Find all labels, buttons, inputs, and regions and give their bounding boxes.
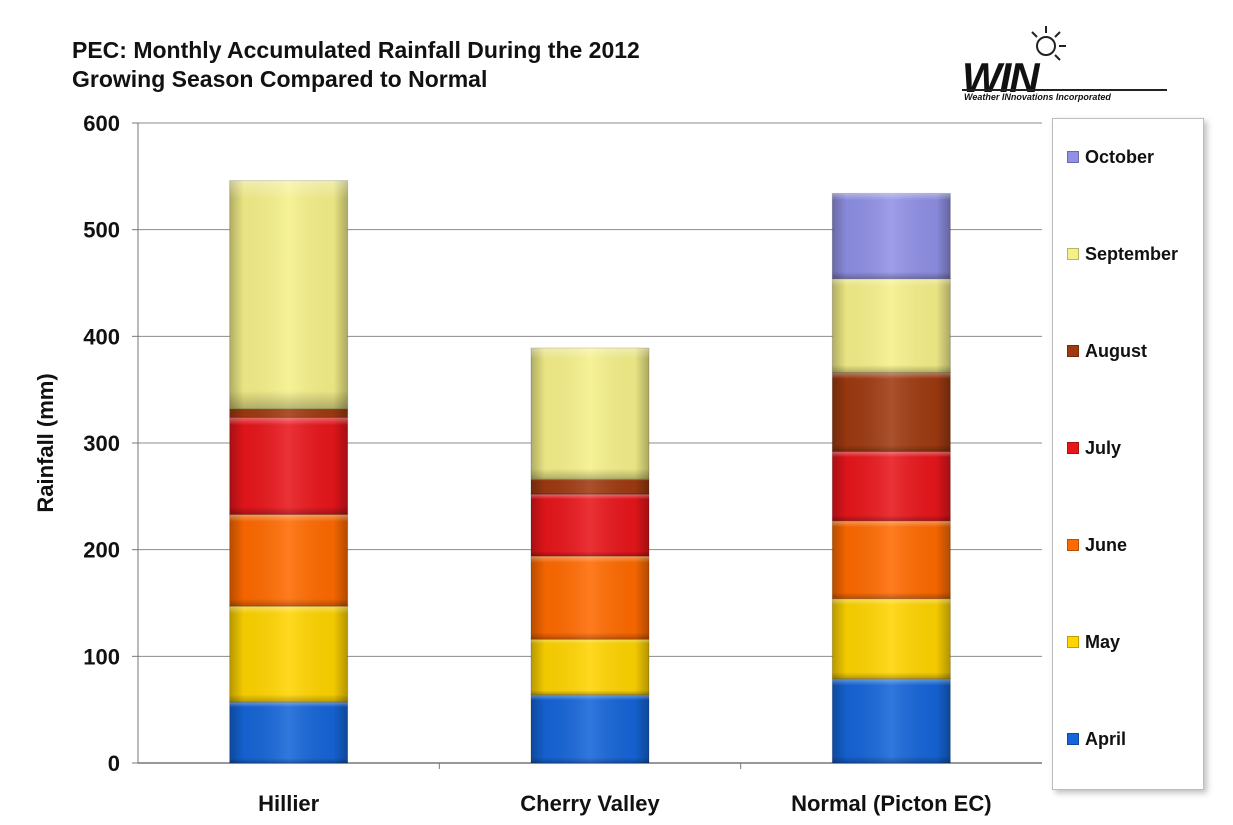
legend-item-april: April xyxy=(1067,728,1126,750)
bar-segment-july xyxy=(831,451,951,522)
bar-segment-may xyxy=(831,598,951,680)
bar-segment-june-bevel xyxy=(531,556,649,640)
bar-segment-may xyxy=(229,605,349,703)
legend-label: July xyxy=(1085,437,1122,458)
bar-segment-september xyxy=(229,180,349,410)
bar-segment-april-bevel xyxy=(531,694,649,763)
legend-label: June xyxy=(1085,534,1128,555)
bar-segment-may-bevel xyxy=(229,606,348,703)
x-category-label: Hillier xyxy=(258,791,320,816)
bar-segment-april xyxy=(831,678,951,764)
legend-label: May xyxy=(1085,631,1121,652)
bar-segment-april xyxy=(229,701,349,764)
bar-segment-september-bevel xyxy=(531,348,649,480)
bar-segment-april-bevel xyxy=(229,702,348,763)
y-tick-label: 100 xyxy=(83,644,120,669)
legend-label: September xyxy=(1085,243,1179,264)
legend-swatch xyxy=(1067,442,1079,454)
legend-swatch xyxy=(1067,345,1079,357)
bars xyxy=(229,180,951,764)
bar-segment-september xyxy=(831,278,951,374)
legend-label: April xyxy=(1085,728,1127,749)
legend-swatch xyxy=(1067,539,1079,551)
bar-segment-june xyxy=(229,513,349,607)
win-logo: WIN Weather INnovations Incorporated xyxy=(962,22,1167,102)
y-tick-label: 600 xyxy=(83,111,120,136)
legend-item-october: October xyxy=(1067,146,1154,168)
logo-tagline: Weather INnovations Incorporated xyxy=(964,92,1111,102)
bar-segment-june xyxy=(831,520,951,600)
bar-segment-july-bevel xyxy=(229,417,348,515)
bar-segment-august xyxy=(530,478,650,495)
y-tick-label: 400 xyxy=(83,324,120,349)
bar-segment-september xyxy=(530,347,650,480)
bar-segment-july xyxy=(229,416,349,515)
y-tick-label: 200 xyxy=(83,538,120,563)
bar-segment-june-bevel xyxy=(229,514,348,607)
bar-segment-august-bevel xyxy=(832,372,951,452)
legend-swatch xyxy=(1067,636,1079,648)
legend-label: August xyxy=(1085,340,1147,361)
legend-swatch xyxy=(1067,151,1079,163)
y-tick-label: 300 xyxy=(83,431,120,456)
legend-item-august: August xyxy=(1067,340,1147,362)
sun-icon xyxy=(1031,26,1066,61)
legend-label: October xyxy=(1085,146,1155,167)
logo-wordmark: WIN xyxy=(962,54,1040,101)
bar-segment-may-bevel xyxy=(531,639,649,695)
legend-item-june: June xyxy=(1067,534,1127,556)
x-category-label: Cherry Valley xyxy=(520,791,660,816)
chart-legend: October September August July June May April xyxy=(1052,118,1204,790)
y-tick-label: 500 xyxy=(83,218,120,243)
bar-segment-august xyxy=(831,372,951,453)
y-axis-title: Rainfall (mm) xyxy=(33,373,58,512)
bar-segment-june xyxy=(530,555,650,640)
bar-segment-august-bevel xyxy=(531,479,649,495)
legend-item-september: September xyxy=(1067,243,1178,265)
bar-segment-september-bevel xyxy=(229,180,348,409)
x-category-label: Normal (Picton EC) xyxy=(791,791,991,816)
legend-swatch xyxy=(1067,733,1079,745)
bar-segment-april-bevel xyxy=(832,678,951,763)
legend-swatch xyxy=(1067,248,1079,260)
bar-segment-may-bevel xyxy=(832,598,951,679)
axis-labels: 0 100 200 300 400 500 600 Rainfall (mm) Hillier C… xyxy=(33,111,992,816)
bar-segment-august-bevel xyxy=(229,408,348,418)
bar-segment-june-bevel xyxy=(832,520,951,599)
bar-segment-april xyxy=(530,694,650,764)
y-tick-label: 0 xyxy=(108,751,120,776)
bar-segment-august xyxy=(229,408,349,418)
bar-segment-october xyxy=(831,192,951,280)
bar-segment-july-bevel xyxy=(531,494,649,557)
legend-item-july: July xyxy=(1067,437,1121,459)
bar-segment-july-bevel xyxy=(832,451,951,521)
bar-segment-october-bevel xyxy=(832,193,951,279)
bar-segment-may xyxy=(530,638,650,696)
bar-segment-september-bevel xyxy=(832,278,951,373)
legend-item-may: May xyxy=(1067,631,1120,653)
chart-title: PEC: Monthly Accumulated Rainfall During… xyxy=(72,37,640,92)
logo-divider xyxy=(962,89,1167,91)
bar-segment-july xyxy=(530,493,650,557)
